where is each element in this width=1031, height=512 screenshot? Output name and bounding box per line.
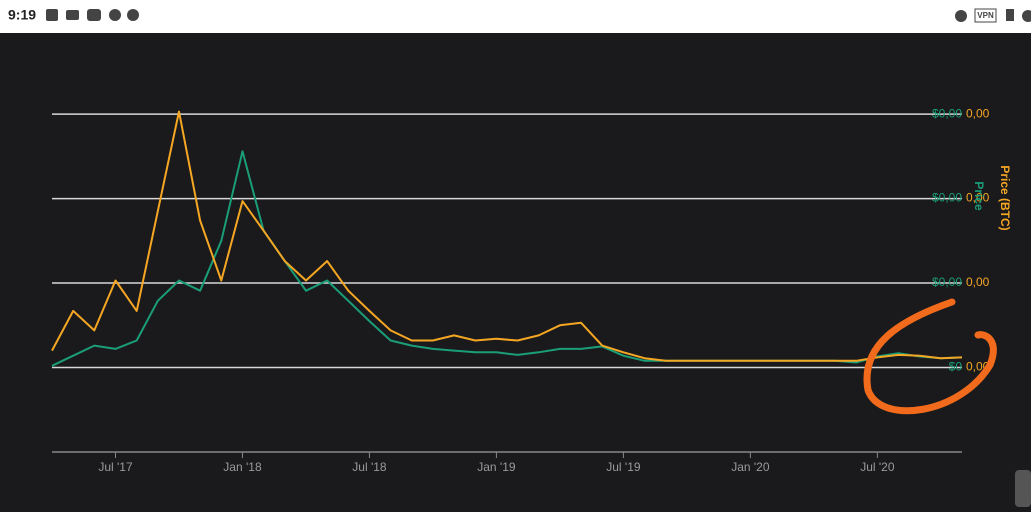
y-tick-label: $0,00: [932, 191, 962, 205]
y2-tick-label: 0,00: [966, 275, 990, 289]
x-tick-label: Jul '17: [98, 460, 133, 474]
x-tick-label: Jul '18: [352, 460, 387, 474]
y-axis-title: Price: [972, 181, 986, 211]
y2-tick-label: 0,00: [966, 191, 990, 205]
series-line: [51, 110, 963, 362]
y2-axis-title: Price (BTC): [998, 165, 1012, 230]
status-bar: [0, 0, 1031, 33]
vpn-badge: [974, 8, 997, 23]
x-tick-label: Jul '19: [606, 460, 641, 474]
hand-drawn-circle: [863, 298, 997, 415]
status-time: 9:19: [8, 7, 36, 23]
x-tick-label: Jan '19: [477, 460, 516, 474]
x-tick-label: Jan '20: [731, 460, 770, 474]
y-tick-label: $0,00: [932, 106, 962, 120]
x-tick-label: Jan '18: [223, 460, 262, 474]
status-vpn: VPN: [977, 11, 994, 20]
corner-widget: [1015, 470, 1031, 507]
status-icons: [46, 9, 1031, 22]
y2-tick-label: 0,00: [966, 106, 990, 120]
y-tick-label: $0: [949, 360, 963, 374]
series-line: [51, 150, 963, 367]
x-tick-label: Jul '20: [860, 460, 895, 474]
y-tick-label: $0,00: [932, 275, 962, 289]
